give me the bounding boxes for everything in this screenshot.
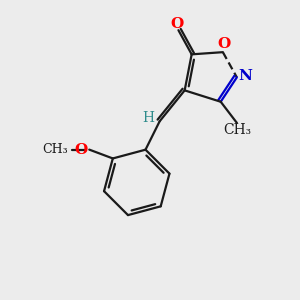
Text: H: H [142,111,154,125]
Text: O: O [170,17,184,31]
Text: O: O [75,142,88,157]
Text: CH₃: CH₃ [42,143,68,156]
Text: O: O [217,37,230,51]
Text: N: N [238,69,252,83]
Text: CH₃: CH₃ [223,123,251,137]
